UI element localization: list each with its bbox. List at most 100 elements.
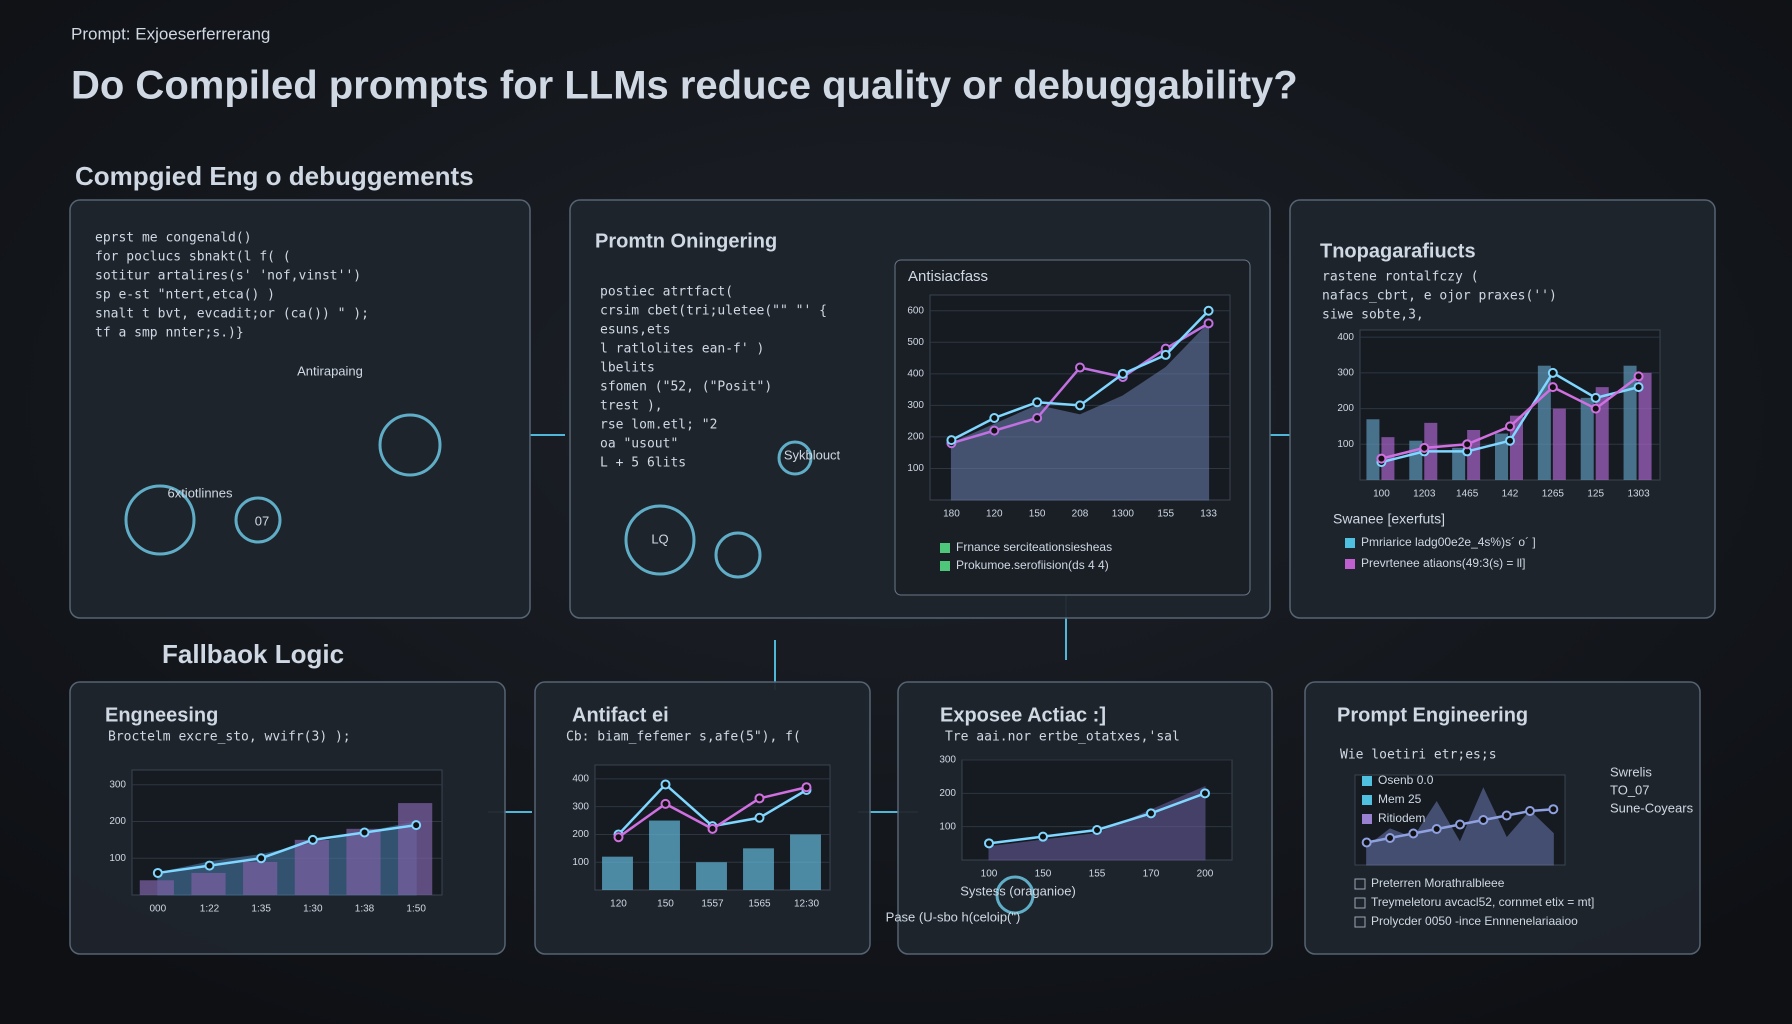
panel-title: Promtn Oningering [595, 230, 777, 252]
x-tick-label: 1:50 [406, 904, 426, 915]
label: Systess (oraganioe) [960, 883, 1076, 898]
point [1547, 382, 1558, 393]
bar [346, 828, 381, 895]
chart-title: Antisiacfass [908, 268, 988, 285]
checkbox [1354, 897, 1366, 909]
checklist-item: Prolycder 0050 -ince Ennnenelariaaioo [1371, 914, 1578, 928]
point [1408, 828, 1419, 839]
point [1032, 397, 1043, 408]
point [984, 838, 994, 849]
point [1501, 810, 1512, 821]
y-tick-label: 400 [1337, 332, 1354, 343]
point [1200, 788, 1210, 799]
label: Pase (U-sbo h(celoip(") [886, 909, 1021, 924]
bar [243, 861, 278, 895]
x-tick-label: 1:38 [355, 904, 375, 915]
point [1547, 367, 1558, 378]
legend-label: Pmriarice ladg00e2e_4s%)s´ o´ ] [1361, 535, 1536, 549]
point [660, 779, 671, 790]
checkbox [1354, 878, 1366, 890]
legend-swatch [1345, 538, 1355, 548]
area [1366, 787, 1554, 866]
ring [777, 440, 813, 476]
x-tick-label: 180 [943, 509, 960, 520]
legend-label: Ritiodem [1378, 811, 1425, 825]
legend-swatch [1362, 814, 1372, 824]
point [707, 823, 718, 834]
point [1431, 824, 1442, 834]
point [1525, 806, 1535, 816]
legend-label: Frnance serciteationsiesheas [956, 540, 1112, 554]
point [256, 853, 267, 864]
x-tick-label: 1303 [1627, 489, 1650, 500]
y-tick-label: 200 [1337, 403, 1354, 414]
checklist-item: Preterren Morathralbleee [1371, 876, 1505, 890]
panel-title: Exposee Actiac :] [940, 704, 1106, 726]
panel [69, 199, 531, 619]
label: Antirapaing [297, 363, 363, 378]
y-tick-label: 300 [109, 779, 126, 790]
point [1385, 833, 1395, 843]
legend-label: Mem 25 [1378, 792, 1422, 806]
y-tick-label: 600 [907, 305, 924, 316]
code-line: for poclucs sbnakt(l f( ( [95, 250, 291, 265]
x-tick-label: 150 [657, 899, 674, 910]
legend-label: Prevrtenee atiaons(49:3(s) = ll] [1361, 556, 1525, 570]
y-tick-label: 200 [109, 816, 126, 827]
bar [1452, 447, 1466, 480]
point [152, 867, 163, 878]
section-label: Compgied Eng o debuggements [75, 161, 474, 191]
checkbox [1354, 916, 1366, 928]
point [1419, 442, 1430, 453]
legend-label: Prokumoe.serofiision(ds 4 4) [956, 558, 1109, 572]
point [1038, 831, 1048, 842]
point [1203, 305, 1214, 316]
bar [1638, 372, 1652, 480]
code-line: rastene rontalfczy ( [1322, 270, 1479, 285]
panels: eprst me congenald() for poclucs sbnakt(l… [69, 199, 1716, 955]
x-tick-label: 125 [1587, 489, 1604, 500]
code-line: Wie loetiri etr;es;s [1340, 748, 1497, 763]
code-line: Tre aai.nor ertbe_otatxes,'sal [945, 730, 1180, 745]
point [1478, 815, 1489, 825]
panel-title: Prompt Engineering [1337, 704, 1528, 726]
point [1117, 368, 1128, 379]
area [950, 322, 1210, 501]
point [989, 425, 1000, 436]
bar [696, 862, 727, 890]
x-tick-label: 200 [1197, 869, 1214, 880]
x-tick-label: 1557 [701, 899, 724, 910]
code-line: Broctelm excre_sto, wvifr(3) ); [108, 730, 351, 745]
x-tick-label: 120 [610, 899, 627, 910]
bar [649, 820, 680, 890]
legend-swatch [940, 561, 950, 571]
bar [1623, 365, 1637, 480]
point [1590, 392, 1601, 403]
checklist-item: Treymeletoru avcacl52, cornmet etix = mt… [1371, 895, 1594, 909]
x-tick-label: 1300 [1112, 509, 1135, 520]
y-tick-label: 300 [572, 801, 589, 812]
x-tick-label: 120 [986, 509, 1003, 520]
code-line: nafacs_cbrt, e ojor praxes('') [1322, 289, 1557, 304]
panel-title: Antifact ei [572, 704, 669, 726]
y-tick-label: 200 [939, 788, 956, 799]
ring [714, 531, 762, 579]
bar [1495, 433, 1508, 480]
section-label: Fallbaok Logic [162, 639, 344, 669]
code-line: rse lom.etl; "2 [600, 418, 717, 433]
code-line: postiec atrtfact( [600, 285, 733, 300]
label: TO_07 [1610, 782, 1650, 797]
point [1146, 808, 1156, 819]
point [1160, 349, 1171, 360]
y-tick-label: 300 [1337, 367, 1354, 378]
code-line: Cb: biam_fefemer s,afe(5"), f( [566, 730, 801, 745]
point [411, 820, 422, 831]
code-line: esuns,ets [600, 323, 670, 338]
x-tick-label: 155 [1089, 869, 1106, 880]
code-line: lbelits [600, 361, 655, 376]
bar [1580, 397, 1594, 480]
bar [398, 803, 433, 895]
point [204, 860, 215, 871]
ring [995, 875, 1035, 915]
x-tick-label: 150 [1035, 869, 1052, 880]
